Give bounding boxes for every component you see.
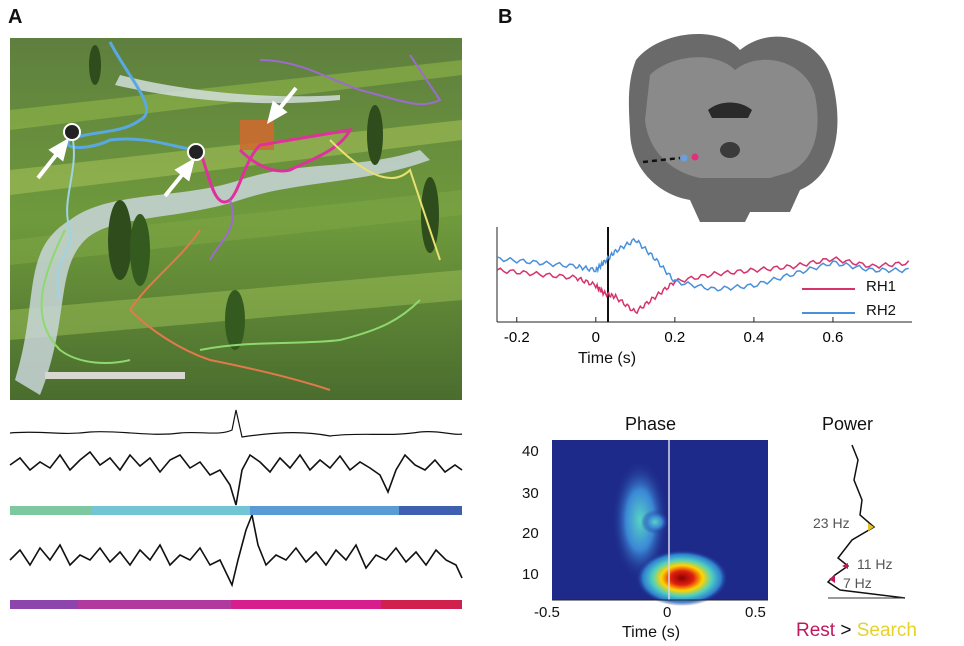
- erp-xlabel: Time (s): [578, 350, 637, 367]
- marker-11hz-icon: [842, 563, 848, 569]
- power-label-7hz: 7 Hz: [843, 575, 872, 591]
- erp-xtick-label: -0.2: [504, 329, 530, 346]
- phase-ytick-30: 30: [522, 485, 539, 502]
- legend-label-rh1: RH1: [866, 278, 897, 295]
- gaze-trace-magenta: [198, 128, 353, 204]
- marker-7hz-icon: [829, 575, 835, 583]
- state-segment-3: [231, 600, 381, 609]
- contrast-rest: Rest: [796, 620, 836, 641]
- power-curve: [826, 444, 906, 599]
- heatmap-band-23hz: [641, 510, 669, 534]
- erp-xtick-label: 0.4: [743, 329, 764, 346]
- eeg-trace-1: [9, 409, 463, 438]
- gaze-trace-green: [40, 229, 421, 364]
- power-title: Power: [822, 414, 874, 434]
- heatmap-peak: [636, 550, 728, 606]
- heatmap-band-low: [612, 460, 668, 580]
- panel-letter-a: A: [8, 6, 23, 28]
- state-bar-bottom: [10, 600, 462, 609]
- contrast-search: Search: [856, 620, 917, 641]
- state-segment-2: [91, 506, 250, 515]
- erp-series-rh2: [496, 237, 909, 292]
- erp-xtick-label: 0: [592, 329, 600, 346]
- phase-ytick-40: 40: [522, 443, 539, 460]
- arrow-icons: [36, 86, 298, 198]
- power-label-11hz: 11 Hz: [857, 556, 893, 572]
- gaze-trace-lightblue: [56, 134, 75, 301]
- phase-ytick-20: 20: [522, 525, 539, 542]
- phase-xlabel: Time (s): [622, 624, 681, 641]
- state-segment-2: [77, 600, 232, 609]
- state-segment-4: [398, 506, 462, 515]
- erp-series-rh1: [496, 256, 910, 315]
- erp-xtick-label: 0.6: [823, 329, 844, 346]
- state-segment-4: [380, 600, 462, 609]
- gaze-trace-orange: [128, 229, 331, 391]
- phase-title: Phase: [625, 414, 677, 434]
- phase-ytick-10: 10: [522, 566, 539, 583]
- landscape-photo: [10, 38, 462, 400]
- gaze-trace-yellow: [329, 139, 441, 261]
- gaze-trace-purple: [209, 54, 442, 261]
- state-segment-1: [10, 506, 92, 515]
- legend-label-rh2: RH2: [866, 302, 897, 319]
- phase-xtick-neg: -0.5: [534, 604, 560, 621]
- phase-xtick-pos: 0.5: [745, 604, 766, 621]
- state-bar-top: [10, 506, 462, 515]
- fixation-markers: [63, 123, 205, 161]
- contrast-label: Rest > Search: [796, 620, 917, 642]
- contrast-operator: >: [840, 620, 852, 641]
- eeg-trace-3: [9, 512, 463, 588]
- panel-letter-b: B: [498, 6, 513, 28]
- power-label-23hz: 23 Hz: [813, 515, 850, 531]
- marker-23hz-icon: [868, 523, 874, 531]
- state-segment-3: [249, 506, 399, 515]
- eeg-trace-2: [9, 450, 463, 506]
- state-segment-1: [10, 600, 78, 609]
- erp-xtick-label: 0.2: [664, 329, 685, 346]
- phase-xtick-zero: 0: [663, 604, 672, 621]
